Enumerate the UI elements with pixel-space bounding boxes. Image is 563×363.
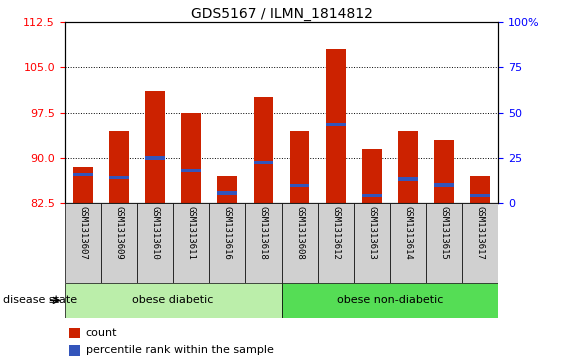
Bar: [245, 203, 282, 283]
Bar: [470, 176, 490, 203]
Text: count: count: [86, 328, 117, 338]
Bar: [69, 345, 80, 356]
Bar: [109, 131, 129, 203]
Bar: [253, 97, 274, 203]
Bar: [282, 203, 318, 283]
Bar: [289, 184, 310, 187]
Bar: [398, 178, 418, 181]
Bar: [362, 149, 382, 203]
Text: GSM1313615: GSM1313615: [440, 206, 449, 260]
Text: GSM1313611: GSM1313611: [187, 206, 196, 260]
Bar: [362, 194, 382, 197]
Text: GSM1313616: GSM1313616: [223, 206, 232, 260]
Text: GSM1313613: GSM1313613: [367, 206, 376, 260]
Bar: [326, 49, 346, 203]
Bar: [145, 156, 165, 160]
Bar: [181, 169, 201, 172]
Bar: [145, 91, 165, 203]
Text: GSM1313618: GSM1313618: [259, 206, 268, 260]
Bar: [470, 194, 490, 197]
Bar: [65, 203, 101, 283]
Text: GSM1313609: GSM1313609: [114, 206, 123, 260]
Bar: [65, 283, 282, 318]
Bar: [390, 203, 426, 283]
Bar: [253, 161, 274, 164]
Bar: [217, 191, 237, 195]
Title: GDS5167 / ILMN_1814812: GDS5167 / ILMN_1814812: [190, 7, 373, 21]
Bar: [173, 203, 209, 283]
Bar: [426, 203, 462, 283]
Bar: [217, 176, 237, 203]
Bar: [101, 203, 137, 283]
Text: GSM1313607: GSM1313607: [78, 206, 87, 260]
Bar: [354, 203, 390, 283]
Text: percentile rank within the sample: percentile rank within the sample: [86, 345, 274, 355]
Bar: [282, 283, 498, 318]
Text: GSM1313612: GSM1313612: [331, 206, 340, 260]
Text: GSM1313610: GSM1313610: [150, 206, 159, 260]
Bar: [398, 131, 418, 203]
Bar: [289, 131, 310, 203]
Bar: [209, 203, 245, 283]
Bar: [434, 140, 454, 203]
Bar: [73, 167, 93, 203]
Bar: [462, 203, 498, 283]
Bar: [181, 113, 201, 203]
Bar: [73, 172, 93, 176]
Text: GSM1313617: GSM1313617: [476, 206, 485, 260]
Text: GSM1313608: GSM1313608: [295, 206, 304, 260]
Text: obese non-diabetic: obese non-diabetic: [337, 295, 443, 305]
Bar: [318, 203, 354, 283]
Text: obese diabetic: obese diabetic: [132, 295, 214, 305]
Bar: [434, 183, 454, 187]
Text: GSM1313614: GSM1313614: [404, 206, 413, 260]
Bar: [137, 203, 173, 283]
Bar: [69, 328, 80, 338]
Text: disease state: disease state: [3, 295, 77, 305]
Bar: [326, 123, 346, 126]
Bar: [109, 176, 129, 179]
